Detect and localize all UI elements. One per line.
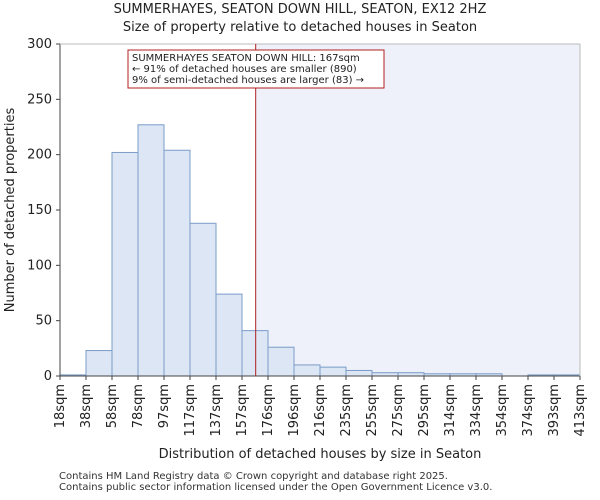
x-tick-label: 275sqm: [391, 384, 406, 437]
y-tick-label: 300: [27, 37, 52, 52]
x-tick-label: 314sqm: [443, 384, 458, 437]
footer-licence: Contains public sector information licen…: [59, 482, 493, 493]
x-tick-label: 413sqm: [573, 384, 588, 437]
y-tick-label: 250: [27, 92, 52, 107]
x-tick-label: 216sqm: [313, 384, 328, 437]
x-tick-label: 38sqm: [79, 384, 94, 428]
histogram-bar: [319, 366, 347, 377]
x-tick-label: 97sqm: [157, 384, 172, 428]
x-tick-label: 18sqm: [53, 384, 68, 428]
histogram-bar: [163, 149, 191, 377]
larger-region-shading: [255, 44, 580, 376]
x-tick-label: 255sqm: [365, 384, 380, 437]
y-axis-label: Number of detached properties: [3, 108, 18, 313]
histogram-bar: [189, 222, 217, 377]
y-tick-label: 50: [35, 314, 52, 329]
x-tick-label: 235sqm: [339, 384, 354, 437]
histogram-bar: [241, 330, 269, 377]
x-tick-label: 354sqm: [495, 384, 510, 437]
y-tick-label: 100: [27, 258, 52, 273]
x-tick-label: 393sqm: [547, 384, 562, 437]
chart-title: SUMMERHAYES, SEATON DOWN HILL, SEATON, E…: [113, 2, 487, 17]
chart-subtitle: Size of property relative to detached ho…: [122, 20, 478, 35]
histogram-bar: [215, 293, 243, 377]
histogram-bar: [137, 124, 165, 377]
x-tick-label: 117sqm: [183, 384, 198, 437]
x-tick-label: 196sqm: [287, 384, 302, 437]
annotation-line-3: 9% of semi-detached houses are larger (8…: [132, 75, 364, 86]
footer-copyright: Contains HM Land Registry data © Crown c…: [59, 471, 448, 482]
annotation-line-2: ← 91% of detached houses are smaller (89…: [132, 64, 357, 75]
x-tick-label: 137sqm: [209, 384, 224, 437]
x-tick-label: 334sqm: [469, 384, 484, 437]
y-tick-label: 0: [44, 369, 52, 384]
x-tick-label: 157sqm: [235, 384, 250, 437]
annotation-box: [127, 49, 385, 89]
x-tick-label: 78sqm: [131, 384, 146, 428]
histogram-bar: [293, 364, 321, 377]
x-axis-label: Distribution of detached houses by size …: [159, 447, 482, 462]
x-tick-label: 374sqm: [521, 384, 536, 437]
histogram-bar: [345, 369, 373, 377]
y-tick-label: 200: [27, 148, 52, 163]
x-tick-label: 58sqm: [105, 384, 120, 428]
histogram-bar: [85, 350, 113, 377]
histogram-bar: [111, 151, 139, 377]
x-tick-label: 295sqm: [417, 384, 432, 437]
annotation-line-1: SUMMERHAYES SEATON DOWN HILL: 167sqm: [132, 53, 360, 64]
y-tick-label: 150: [27, 203, 52, 218]
histogram-bar: [267, 346, 295, 377]
x-tick-label: 176sqm: [261, 384, 276, 437]
